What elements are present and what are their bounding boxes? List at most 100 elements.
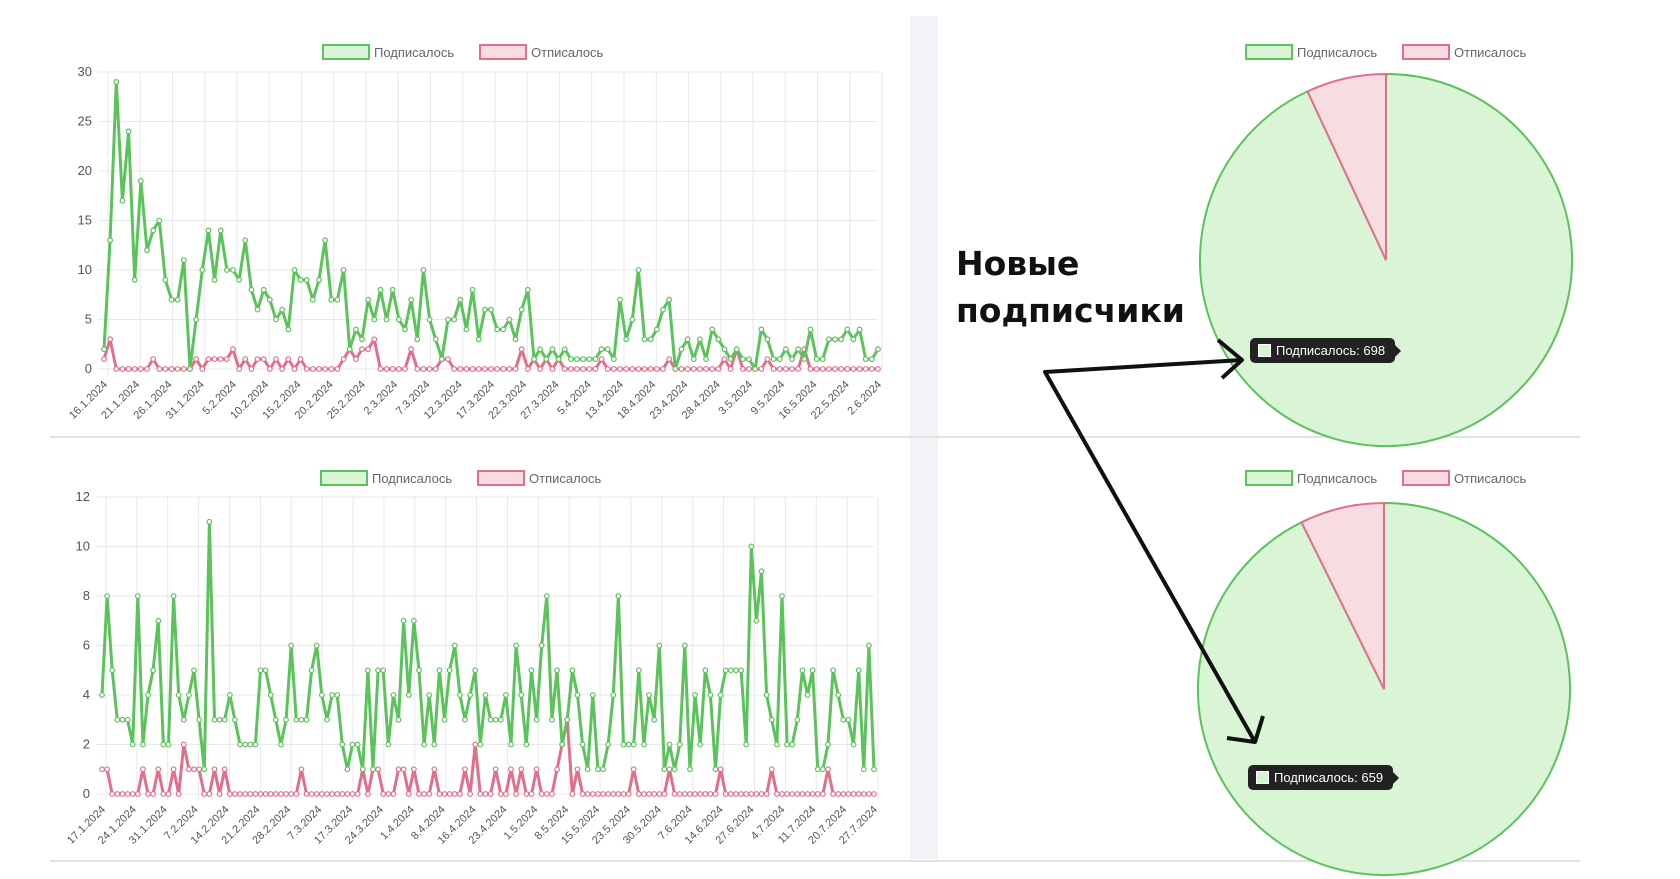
legend-label-subscribed: Подписалось — [372, 471, 452, 486]
series-unsubscribed-point — [819, 366, 826, 372]
series-subscribed-point — [584, 766, 591, 773]
series-subscribed-point — [600, 766, 606, 773]
series-subscribed-point — [385, 741, 392, 748]
series-subscribed-point — [707, 692, 714, 698]
legend: Подписалось Отписалось — [1245, 44, 1527, 60]
series-subscribed-point — [303, 277, 310, 283]
series-unsubscribed-point — [414, 366, 421, 372]
series-unsubscribed-point — [365, 346, 372, 353]
series-unsubscribed-point — [481, 366, 488, 372]
series-subscribed-point — [278, 741, 284, 748]
series-unsubscribed-point — [764, 356, 771, 363]
series-unsubscribed-point — [278, 791, 284, 797]
series-subscribed-point — [819, 766, 826, 773]
series-unsubscribed-point — [666, 766, 673, 773]
series-subscribed-point — [395, 716, 402, 723]
series-subscribed-point — [211, 277, 218, 283]
series-subscribed-point — [463, 326, 470, 333]
series-unsubscribed-point — [186, 766, 192, 773]
series-unsubscribed-point — [180, 366, 187, 372]
series-unsubscribed-point — [835, 791, 842, 797]
series-unsubscribed-point — [660, 366, 666, 372]
series-unsubscribed-point — [119, 791, 126, 797]
series-subscribed-point — [432, 336, 439, 343]
series-unsubscribed-point — [784, 791, 790, 797]
series-subscribed-point — [482, 692, 489, 698]
annotation-line-1: Новые — [956, 244, 1080, 283]
series-unsubscribed-point — [445, 356, 451, 363]
series-unsubscribed-point — [318, 791, 325, 797]
series-unsubscribed-point — [114, 791, 121, 797]
y-tick-label: 0 — [83, 786, 90, 801]
series-subscribed-point — [722, 667, 729, 674]
series-unsubscribed-point — [738, 791, 744, 797]
series-unsubscribed-point — [193, 356, 200, 363]
series-unsubscribed-point — [364, 791, 371, 797]
series-unsubscribed-point — [595, 791, 601, 797]
series-unsubscribed-point — [584, 791, 591, 797]
series-subscribed-point — [845, 716, 852, 723]
series-subscribed-point — [635, 267, 642, 273]
series-subscribed-point — [844, 326, 851, 333]
series-subscribed-point — [160, 741, 167, 748]
series-subscribed-point — [712, 766, 719, 773]
series-subscribed-point — [266, 296, 273, 303]
series-subscribed-point — [155, 617, 162, 624]
series-unsubscribed-point — [635, 791, 642, 797]
series-unsubscribed-point — [773, 791, 780, 797]
series-unsubscribed-point — [779, 791, 785, 797]
bottom-divider — [50, 860, 1580, 862]
series-subscribed-point — [324, 716, 330, 723]
series-subscribed-point — [656, 642, 663, 649]
series-subscribed-point — [316, 277, 322, 283]
series-unsubscribed-point — [721, 356, 728, 363]
y-tick-label: 2 — [83, 737, 90, 752]
series-subscribed-point — [635, 667, 642, 674]
series-unsubscribed-point — [283, 791, 289, 797]
legend-swatch-unsubscribed — [479, 44, 527, 60]
series-unsubscribed-point — [144, 366, 150, 372]
series-subscribed-point — [370, 766, 376, 773]
y-tick-label: 8 — [83, 588, 90, 603]
series-unsubscribed-point — [502, 791, 509, 797]
series-subscribed-point — [285, 326, 292, 333]
series-subscribed-point — [352, 326, 359, 333]
series-subscribed-point — [420, 267, 427, 273]
series-subscribed-point — [99, 692, 105, 698]
series-subscribed-point — [313, 642, 320, 649]
series-unsubscribed-point — [579, 791, 586, 797]
legend-label-subscribed: Подписалось — [1297, 471, 1377, 486]
series-subscribed-point — [523, 741, 530, 748]
series-unsubscribed-point — [743, 791, 750, 797]
series-subscribed-point — [855, 667, 862, 674]
series-subscribed-point — [329, 692, 335, 698]
series-subscribed-point — [672, 366, 679, 372]
legend-swatch-unsubscribed — [1402, 44, 1450, 60]
series-unsubscribed-point — [262, 791, 269, 797]
series-subscribed-point — [344, 766, 351, 773]
series-unsubscribed-point — [671, 791, 678, 797]
series-subscribed-point — [248, 286, 255, 293]
series-subscribed-point — [144, 247, 150, 254]
series-unsubscribed-point — [533, 766, 540, 773]
series-unsubscribed-point — [840, 791, 847, 797]
series-unsubscribed-point — [104, 766, 111, 773]
series-subscribed-point — [715, 336, 722, 343]
series-unsubscribed-point — [789, 366, 795, 372]
series-subscribed-point — [170, 593, 177, 599]
series-subscribed-point — [150, 227, 157, 234]
series-unsubscribed-point — [598, 356, 605, 363]
series-subscribed-point — [784, 741, 790, 748]
series-unsubscribed-point — [279, 366, 286, 372]
series-unsubscribed-point — [472, 741, 479, 748]
series-subscribed-point — [390, 692, 397, 698]
series-subscribed-point — [165, 741, 172, 748]
series-unsubscribed-point — [753, 791, 760, 797]
series-subscribed-point — [733, 667, 739, 674]
series-subscribed-point — [162, 277, 169, 283]
series-subscribed-point — [500, 326, 507, 333]
series-unsubscribed-point — [549, 366, 556, 372]
series-subscribed-point — [528, 667, 535, 674]
series-unsubscribed-point — [656, 791, 663, 797]
series-unsubscribed-point — [451, 366, 458, 372]
